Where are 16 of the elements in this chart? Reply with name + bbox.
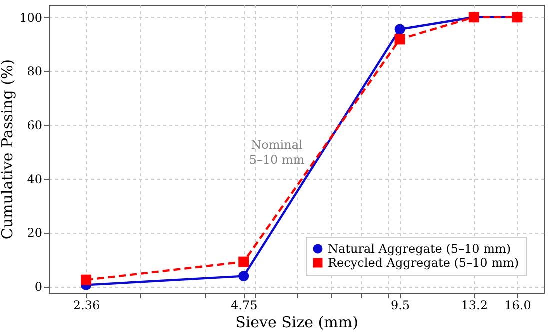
x-axis-title: Sieve Size (mm) [236, 314, 358, 332]
y-tick-label: 20 [27, 226, 42, 240]
legend-label: Recycled Aggregate (5–10 mm) [328, 256, 520, 270]
x-tick-label: 9.5 [390, 298, 410, 312]
x-tick-label: 13.2 [461, 298, 488, 312]
y-tick-label: 100 [20, 10, 42, 25]
x-tick-label: 2.36 [73, 298, 100, 312]
y-axis-title: Cumulative Passing (%) [0, 59, 17, 240]
x-tick-label: 16.0 [504, 298, 532, 312]
y-tick-label: 40 [27, 172, 42, 186]
y-tick-label: 0 [34, 280, 42, 294]
y-tick-label: 60 [27, 118, 42, 133]
legend-label: Natural Aggregate (5–10 mm) [328, 242, 512, 256]
annotation: Nominal 5–10 mm [249, 138, 306, 167]
y-tick-label: 80 [27, 64, 42, 79]
x-tick-label: 4.75 [231, 298, 258, 312]
